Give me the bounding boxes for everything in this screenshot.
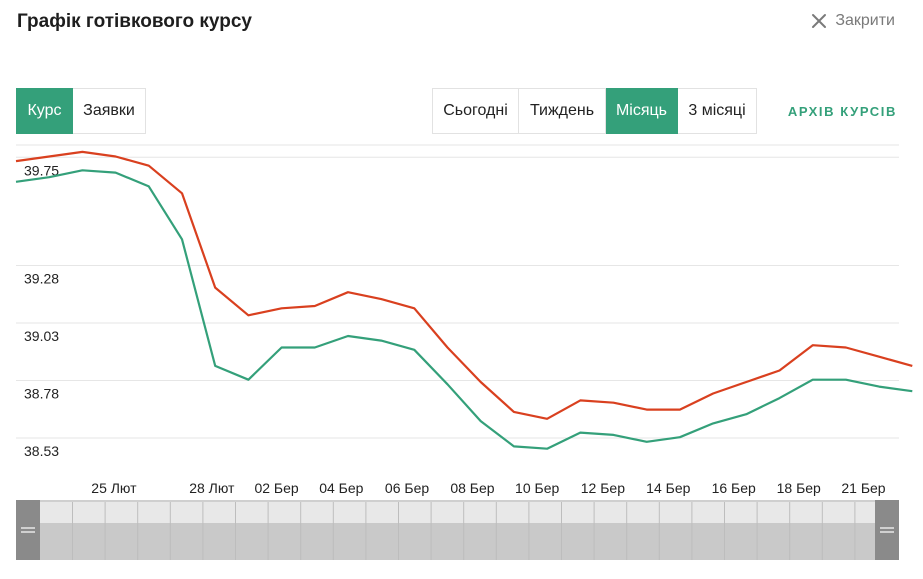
range-navigator[interactable] <box>16 500 899 560</box>
tab-week[interactable]: Тиждень <box>519 88 606 134</box>
x-tick-label: 06 Бер <box>385 480 429 496</box>
series-line-2 <box>15 169 913 450</box>
rate-chart: 39.75 39.28 39.03 38.78 38.53 25 Лют 28 Лют 02… <box>15 144 913 496</box>
y-tick-label: 39.75 <box>24 162 59 178</box>
navigator-left-handle[interactable] <box>16 500 40 560</box>
x-tick-label: 16 Бер <box>712 480 756 496</box>
x-tick-label: 25 Лют <box>91 480 137 496</box>
y-tick-label: 39.28 <box>24 270 59 286</box>
chart-lines <box>15 150 913 450</box>
y-tick-label: 38.78 <box>24 385 59 401</box>
close-label: Закрити <box>835 12 895 29</box>
x-tick-label: 18 Бер <box>777 480 821 496</box>
x-tick-label: 14 Бер <box>646 480 690 496</box>
tab-rate[interactable]: Курс <box>16 88 73 134</box>
tab-month[interactable]: Місяць <box>606 88 678 134</box>
close-icon <box>811 13 827 29</box>
period-tabs: Сьогодні Тиждень Місяць 3 місяці <box>432 88 757 134</box>
x-tick-label: 04 Бер <box>319 480 363 496</box>
x-tick-label: 12 Бер <box>581 480 625 496</box>
x-tick-label: 21 Бер <box>841 480 885 496</box>
page-title: Графік готівкового курсу <box>17 11 252 32</box>
view-tabs: Курс Заявки <box>16 88 146 134</box>
tab-today[interactable]: Сьогодні <box>432 88 519 134</box>
x-tick-label: 28 Лют <box>189 480 235 496</box>
navigator-right-handle[interactable] <box>875 500 899 560</box>
y-tick-label: 38.53 <box>24 443 59 459</box>
tab-requests[interactable]: Заявки <box>73 88 146 134</box>
x-tick-label: 08 Бер <box>450 480 494 496</box>
x-tick-label: 10 Бер <box>515 480 559 496</box>
close-button[interactable]: Закрити <box>811 12 895 30</box>
series-line-1 <box>15 150 913 420</box>
x-tick-label: 02 Бер <box>254 480 298 496</box>
x-axis-labels: 25 Лют 28 Лют 02 Бер 04 Бер 06 Бер 08 Бер 10 Б… <box>91 480 886 496</box>
chart-grid <box>16 144 899 439</box>
y-tick-label: 39.03 <box>24 328 59 344</box>
y-axis-labels: 39.75 39.28 39.03 38.78 38.53 <box>24 162 59 459</box>
archive-link[interactable]: АРХІВ КУРСІВ <box>787 104 897 119</box>
tab-3-months[interactable]: 3 місяці <box>678 88 757 134</box>
